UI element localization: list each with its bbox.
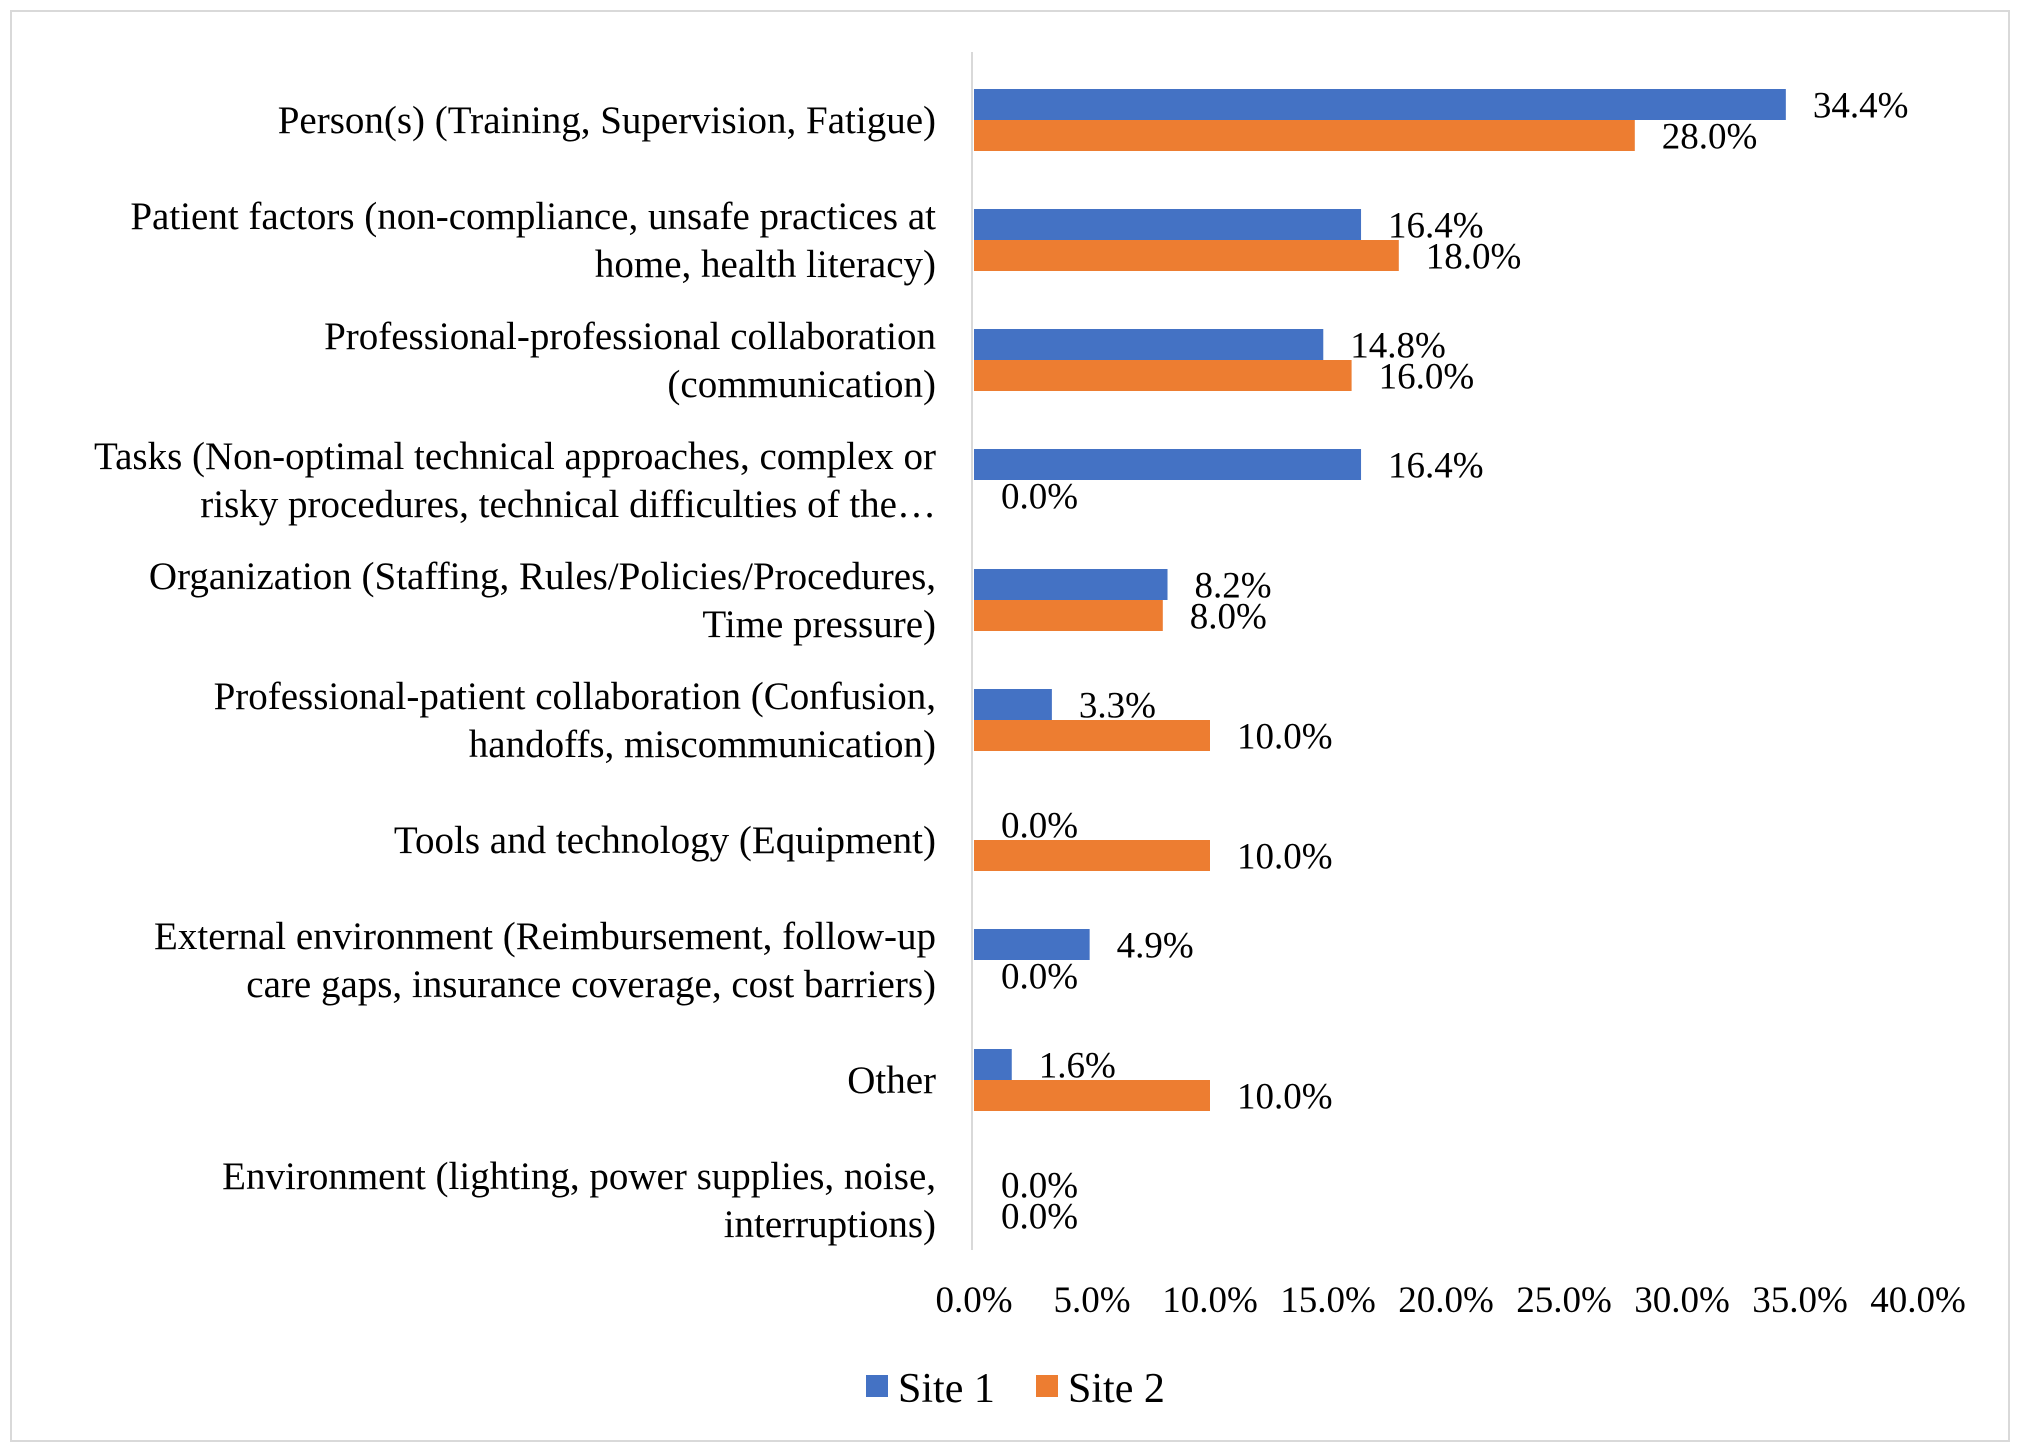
data-label: 14.8% [1350, 326, 1446, 367]
bar-site-1 [974, 689, 1052, 720]
category-label: Environment (lighting, power supplies, n… [222, 1155, 936, 1198]
data-label: 10.0% [1237, 837, 1333, 878]
category-label: handoffs, miscommunication) [469, 723, 936, 766]
legend-swatch-site-1 [866, 1375, 888, 1397]
data-label: 4.9% [1117, 926, 1194, 967]
x-tick-label: 5.0% [1053, 1280, 1130, 1321]
data-label: 8.0% [1190, 597, 1267, 638]
category-label: Person(s) (Training, Supervision, Fatigu… [278, 99, 936, 142]
bar-site-1 [974, 929, 1090, 960]
category-label: Tasks (Non-optimal technical approaches,… [94, 435, 936, 478]
x-tick-label: 15.0% [1280, 1280, 1376, 1321]
data-label: 28.0% [1662, 117, 1758, 158]
bar-site-1 [974, 449, 1362, 480]
bar-site-1 [974, 89, 1786, 120]
legend-swatch-site-2 [1036, 1375, 1058, 1397]
data-label: 16.4% [1388, 446, 1484, 487]
bar-site-1 [974, 329, 1324, 360]
category-label: (communication) [667, 363, 936, 406]
category-label: home, health literacy) [595, 243, 936, 286]
category-label: risky procedures, technical difficulties… [200, 483, 936, 526]
category-label: care gaps, insurance coverage, cost barr… [246, 963, 936, 1006]
data-label: 16.4% [1388, 206, 1484, 247]
data-label: 10.0% [1237, 1077, 1333, 1118]
data-label: 34.4% [1813, 86, 1909, 127]
x-tick-label: 10.0% [1162, 1280, 1258, 1321]
category-label: Time pressure) [702, 603, 936, 646]
data-label: 0.0% [1001, 1197, 1078, 1238]
bar-site-2 [974, 120, 1635, 151]
x-tick-label: 40.0% [1870, 1280, 1966, 1321]
category-label: Tools and technology (Equipment) [394, 819, 936, 862]
category-label: Other [847, 1059, 936, 1102]
bar-site-2 [974, 720, 1210, 751]
bar-site-2 [974, 600, 1163, 631]
bar-site-1 [974, 209, 1362, 240]
x-tick-label: 20.0% [1398, 1280, 1494, 1321]
bar-site-2 [974, 1080, 1210, 1111]
data-label: 18.0% [1426, 237, 1522, 278]
bar-site-1 [974, 569, 1168, 600]
data-label: 1.6% [1039, 1046, 1116, 1087]
data-label: 0.0% [1001, 806, 1078, 847]
data-label: 16.0% [1379, 357, 1475, 398]
data-label: 3.3% [1079, 686, 1156, 727]
x-tick-label: 0.0% [935, 1280, 1012, 1321]
bar-site-2 [974, 240, 1399, 271]
data-label: 10.0% [1237, 717, 1333, 758]
bar-site-1 [974, 1049, 1012, 1080]
x-tick-label: 30.0% [1634, 1280, 1730, 1321]
bar-site-2 [974, 360, 1352, 391]
x-tick-label: 35.0% [1752, 1280, 1848, 1321]
category-label: External environment (Reimbursement, fol… [154, 915, 936, 958]
data-label: 0.0% [1001, 1166, 1078, 1207]
x-tick-label: 25.0% [1516, 1280, 1612, 1321]
category-label: Professional-professional collaboration [324, 315, 936, 358]
category-label: interruptions) [724, 1203, 936, 1246]
category-label: Professional-patient collaboration (Conf… [214, 675, 936, 718]
data-label: 8.2% [1195, 566, 1272, 607]
category-label: Organization (Staffing, Rules/Policies/P… [149, 555, 936, 598]
data-label: 0.0% [1001, 477, 1078, 518]
legend-label: Site 1 [898, 1366, 995, 1412]
category-label: Patient factors (non-compliance, unsafe … [130, 195, 936, 238]
legend-label: Site 2 [1068, 1366, 1165, 1412]
data-label: 0.0% [1001, 957, 1078, 998]
bar-site-2 [974, 840, 1210, 871]
